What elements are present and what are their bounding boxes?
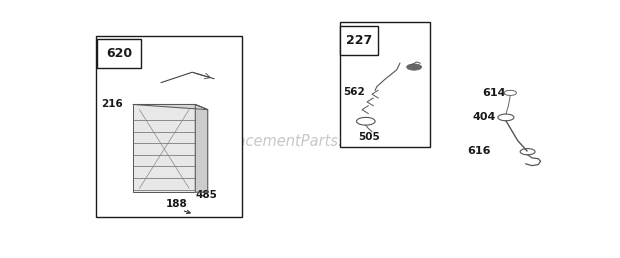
- Polygon shape: [195, 104, 208, 192]
- Text: 616: 616: [467, 146, 490, 156]
- Text: 614: 614: [482, 88, 506, 98]
- Text: 485: 485: [195, 190, 217, 200]
- Text: 216: 216: [101, 100, 123, 109]
- Bar: [340, 22, 430, 147]
- Text: 227: 227: [346, 34, 372, 47]
- Bar: [96, 36, 242, 217]
- Text: 188: 188: [166, 199, 188, 209]
- Bar: [133, 104, 195, 192]
- Bar: [97, 39, 141, 68]
- Text: 620: 620: [106, 47, 132, 60]
- Text: 505: 505: [358, 132, 380, 142]
- Circle shape: [407, 64, 422, 70]
- Text: eReplacementParts.com: eReplacementParts.com: [196, 134, 374, 149]
- Text: 562: 562: [343, 87, 365, 96]
- Bar: [340, 26, 378, 55]
- Text: 404: 404: [472, 112, 496, 122]
- Polygon shape: [133, 104, 208, 110]
